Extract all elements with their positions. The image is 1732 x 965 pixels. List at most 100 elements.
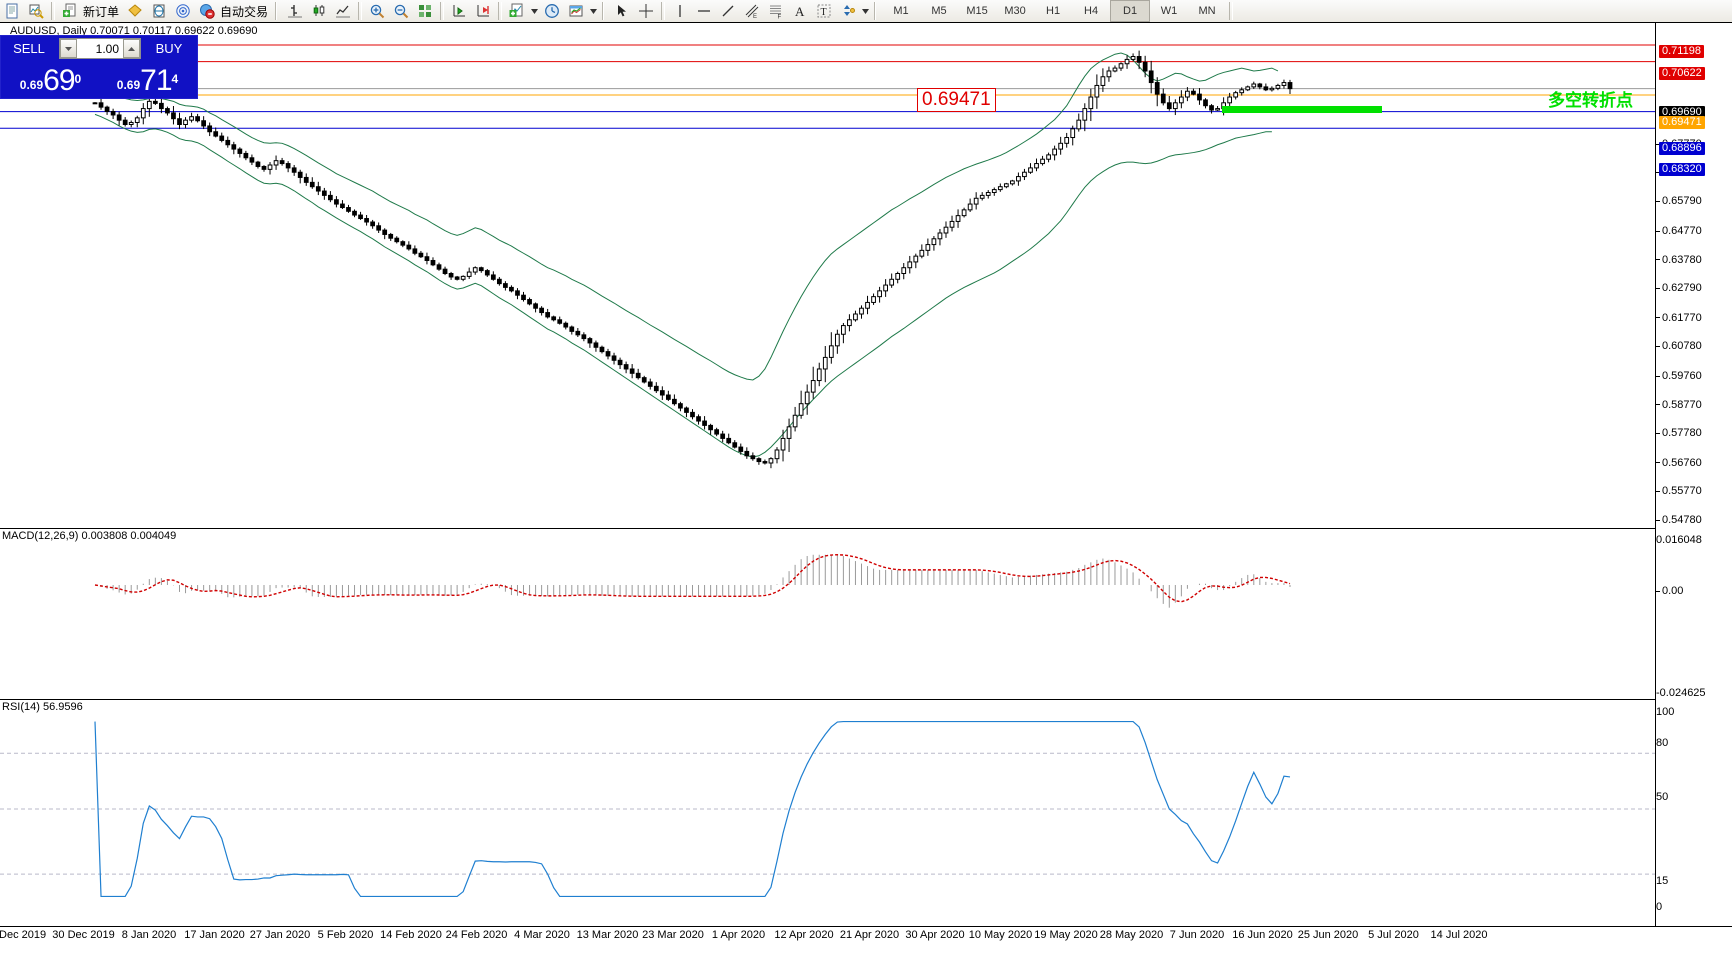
timeframe-m15[interactable]: M15 (966, 5, 988, 17)
templates-icon[interactable] (564, 1, 588, 21)
horizontal-line-icon[interactable] (692, 1, 716, 21)
macd-tick: 0.00 (1656, 585, 1683, 598)
price-level-label[interactable]: 0.71198 (1659, 45, 1704, 58)
buy-price-big: 71 (140, 64, 172, 97)
price-tick: 0.63780 (1656, 254, 1702, 267)
price-pane[interactable] (0, 23, 1655, 523)
buy-button[interactable]: BUY (155, 40, 183, 56)
new-order-icon[interactable] (58, 1, 82, 21)
price-axis-line (1655, 23, 1656, 926)
octp-divider (98, 61, 100, 96)
one-click-trading-panel[interactable]: SELL 1.00 BUY 0.69 69 0 0.69 71 4 (0, 35, 198, 99)
volume-increase-button[interactable] (123, 39, 140, 58)
text-icon[interactable]: A (788, 1, 812, 21)
macd-tick: -0.024625 (1656, 687, 1706, 699)
timeframe-w1[interactable]: W1 (1160, 5, 1178, 17)
date-tick: 28 May 2020 (1099, 929, 1164, 941)
timeframe-m30[interactable]: M30 (1004, 5, 1026, 17)
vertical-line-icon[interactable] (668, 1, 692, 21)
chart-shift-icon[interactable] (471, 1, 495, 21)
date-tick: 12 Apr 2020 (774, 929, 834, 941)
trendline-icon[interactable] (716, 1, 740, 21)
volume-input[interactable]: 1.00 (95, 41, 119, 56)
cursor-icon[interactable] (610, 1, 634, 21)
signals-icon[interactable] (171, 1, 195, 21)
sell-button[interactable]: SELL (13, 40, 45, 56)
svg-text:A: A (795, 4, 805, 19)
chart-window[interactable]: AUDUSD, Daily 0.70071 0.70117 0.69622 0.… (0, 22, 1732, 965)
zoom-in-icon[interactable] (365, 1, 389, 21)
price-level-label[interactable]: 0.69471 (1659, 116, 1705, 129)
turning-point-annotation[interactable]: 多空转折点 (1548, 91, 1633, 111)
main-toolbar: 新订单 自动交易 (0, 0, 1732, 23)
date-tick: 1 Apr 2020 (711, 929, 766, 941)
macd-label: MACD(12,26,9) 0.003808 0.004049 (0, 530, 179, 542)
chart-profile-icon[interactable] (24, 1, 48, 21)
chevron-down-icon[interactable] (588, 1, 599, 21)
new-order-label[interactable]: 新订单 (83, 4, 120, 19)
candlestick-chart-icon[interactable] (307, 1, 331, 21)
price-tick: 0.59760 (1656, 370, 1702, 383)
buy-price-display[interactable]: 0.69 71 4 (100, 61, 195, 96)
tile-windows-icon[interactable] (413, 1, 437, 21)
timeframe-m1[interactable]: M1 (893, 5, 909, 17)
auto-scroll-icon[interactable] (447, 1, 471, 21)
equidistant-channel-icon[interactable]: E (740, 1, 764, 21)
pane-divider-2 (0, 699, 1655, 700)
chevron-down-icon[interactable] (860, 1, 871, 21)
volume-stepper[interactable]: 1.00 (59, 38, 141, 59)
price-tick: 0.61770 (1656, 312, 1702, 325)
price-annotation-label[interactable]: 0.69471 (917, 88, 996, 112)
autotrading-icon[interactable] (195, 1, 219, 21)
templates-combo[interactable] (564, 1, 599, 21)
support-zone-highlight[interactable] (1222, 106, 1382, 113)
date-tick: 5 Feb 2020 (317, 929, 374, 941)
toolbar-grip[interactable] (602, 2, 608, 20)
objects-icon[interactable] (836, 1, 860, 21)
macd-pane[interactable] (0, 530, 1655, 697)
price-level-label[interactable]: 0.69690 (1659, 106, 1705, 119)
sell-price-display[interactable]: 0.69 69 0 (3, 61, 98, 96)
timeframe-d1[interactable]: D1 (1110, 0, 1151, 22)
bar-chart-icon[interactable] (283, 1, 307, 21)
objects-combo[interactable] (836, 1, 871, 21)
rsi-chart-svg (0, 720, 1655, 898)
price-tick: 0.55770 (1656, 485, 1702, 498)
timeframe-h4[interactable]: H4 (1084, 5, 1099, 17)
text-label-icon[interactable]: T (812, 1, 836, 21)
sell-price-prefix: 0.69 (19, 78, 44, 92)
timeframe-mn[interactable]: MN (1198, 5, 1216, 17)
svg-text:F: F (778, 15, 782, 20)
autotrading-label[interactable]: 自动交易 (220, 4, 269, 19)
date-tick: 16 Jun 2020 (1232, 929, 1293, 941)
rsi-pane[interactable] (0, 702, 1655, 926)
zoom-out-icon[interactable] (389, 1, 413, 21)
timeframe-m5[interactable]: M5 (931, 5, 947, 17)
chevron-down-icon[interactable] (529, 1, 540, 21)
indicators-icon[interactable] (505, 1, 529, 21)
date-tick: 4 Mar 2020 (514, 929, 570, 941)
buy-price-fraction: 4 (171, 72, 179, 86)
price-level-label[interactable]: 0.70622 (1659, 67, 1705, 80)
volume-decrease-button[interactable] (60, 39, 77, 58)
period-icon[interactable] (540, 1, 564, 21)
expert-advisors-icon[interactable] (123, 1, 147, 21)
toolbar-separator (661, 2, 666, 20)
new-chart-icon[interactable] (0, 1, 24, 21)
date-tick: 0 Dec 2019 (0, 929, 47, 941)
timeframe-h1[interactable]: H1 (1046, 5, 1061, 17)
price-level-label[interactable]: 0.68896 (1659, 142, 1705, 155)
crosshair-icon[interactable] (634, 1, 658, 21)
mql-community-icon[interactable] (147, 1, 171, 21)
pane-divider-1 (0, 528, 1655, 529)
indicators-combo[interactable] (505, 1, 540, 21)
fibonacci-icon[interactable]: F (764, 1, 788, 21)
price-chart-svg (0, 44, 1655, 469)
toolbar-grip[interactable] (874, 2, 880, 20)
toolbar-grip[interactable] (275, 2, 281, 20)
toolbar-separator (440, 2, 445, 20)
line-chart-icon[interactable] (331, 1, 355, 21)
price-level-label[interactable]: 0.68320 (1659, 163, 1705, 176)
price-tick: 0.57780 (1656, 427, 1702, 440)
chart-bottom-strip (0, 948, 1732, 965)
